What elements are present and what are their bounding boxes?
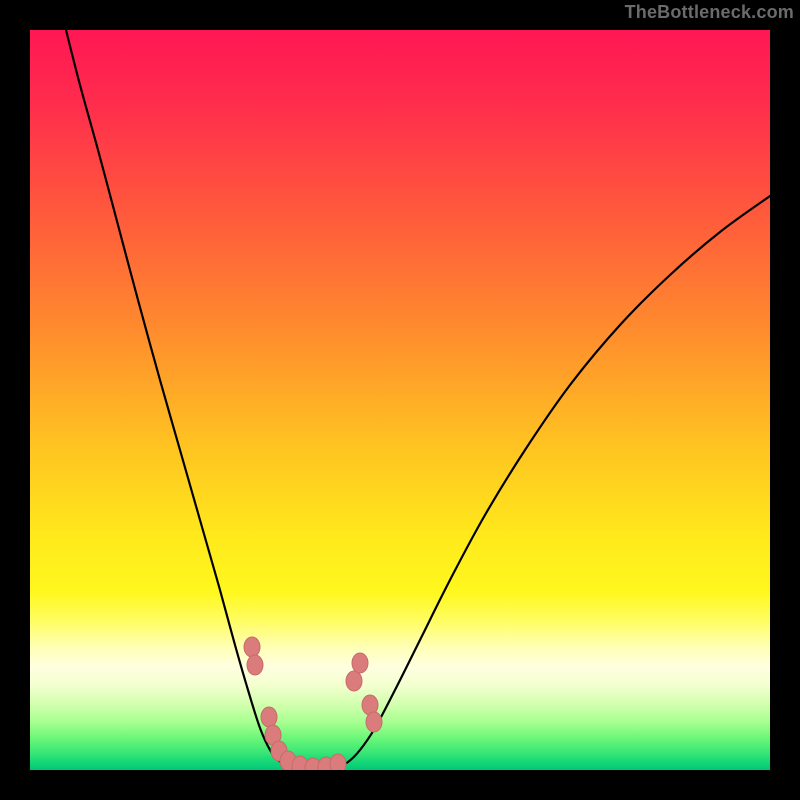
bottleneck-curve [66,30,770,770]
watermark-text: TheBottleneck.com [625,2,794,23]
plot-area [30,30,770,770]
data-marker [366,712,382,732]
data-marker [352,653,368,673]
chart-frame: TheBottleneck.com [0,0,800,800]
curve-layer [30,30,770,770]
data-marker [244,637,260,657]
data-marker [346,671,362,691]
data-marker [261,707,277,727]
data-marker [330,754,346,770]
data-marker [247,655,263,675]
